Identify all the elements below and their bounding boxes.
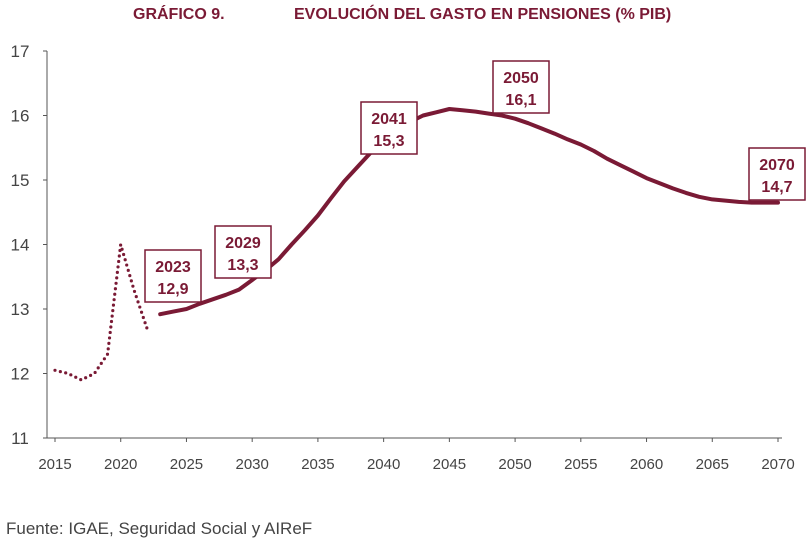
x-tick-label: 2020 <box>104 456 137 473</box>
annotation-value: 15,3 <box>373 133 404 150</box>
y-tick-label: 11 <box>11 429 29 448</box>
x-tick-label: 2060 <box>630 456 663 473</box>
x-tick-label: 2065 <box>696 456 729 473</box>
projection-series-line <box>158 107 780 317</box>
x-tick-label: 2035 <box>301 456 334 473</box>
y-tick-label: 12 <box>11 365 30 384</box>
x-tick-label: 2040 <box>367 456 400 473</box>
annotation-value: 16,1 <box>505 92 536 109</box>
chart-title: GRÁFICO 9. EVOLUCIÓN DEL GASTO EN PENSIO… <box>0 6 808 30</box>
annotation-year: 2070 <box>759 157 795 174</box>
annotation-value: 14,7 <box>761 179 792 196</box>
chart-number: GRÁFICO 9. <box>133 6 225 23</box>
x-tick-label: 2015 <box>38 456 71 473</box>
y-tick-label: 17 <box>11 42 30 61</box>
x-tick-label: 2070 <box>761 456 794 473</box>
annotation-year: 2029 <box>225 235 261 252</box>
annotation-box <box>214 225 272 279</box>
x-tick-label: 2055 <box>564 456 597 473</box>
source-note: Fuente: IGAE, Seguridad Social y AIReF <box>6 519 313 538</box>
chart-title-text: EVOLUCIÓN DEL GASTO EN PENSIONES (% PIB) <box>294 6 672 23</box>
y-tick-label: 16 <box>11 107 30 126</box>
annotation-year: 2023 <box>155 259 191 276</box>
annotation-year: 2050 <box>503 70 539 87</box>
annotation-box <box>144 249 202 303</box>
annotation-box <box>360 101 418 155</box>
x-tick-label: 2030 <box>235 456 268 473</box>
y-tick-label: 13 <box>11 300 30 319</box>
y-tick-label: 14 <box>11 236 30 255</box>
annotation-year: 2041 <box>371 111 407 128</box>
y-tick-label: 15 <box>11 171 30 190</box>
x-tick-label: 2045 <box>433 456 466 473</box>
historical-series-line <box>53 242 149 382</box>
x-tick-label: 2050 <box>498 456 531 473</box>
line-chart: 11 12 13 14 15 16 17 2015 2020 2025 2030 2035 2040 20… <box>11 42 806 473</box>
annotation-value: 12,9 <box>157 281 188 298</box>
annotation-value: 13,3 <box>227 257 258 274</box>
annotation-box <box>748 147 806 201</box>
annotation-box <box>492 60 550 114</box>
x-tick-label: 2025 <box>170 456 203 473</box>
